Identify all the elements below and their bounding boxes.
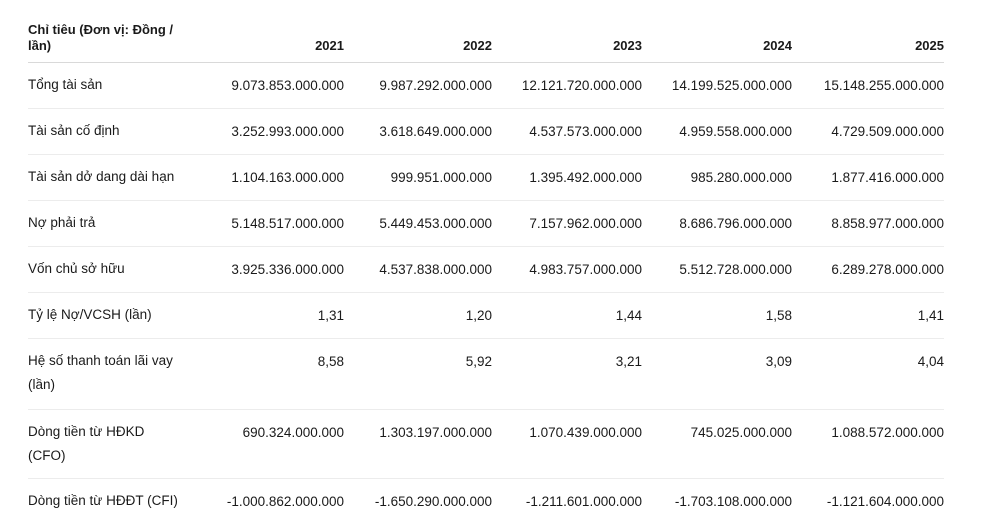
table-row: Tài sản dở dang dài hạn 1.104.163.000.00… [28,155,944,201]
row-label: Tài sản cố định [28,109,198,155]
table-cell: 5.512.728.000.000 [642,247,792,293]
table-cell: 3,09 [642,339,792,410]
row-label: Vốn chủ sở hữu [28,247,198,293]
table-row: Nợ phải trả 5.148.517.000.000 5.449.453.… [28,201,944,247]
table-cell: 4.537.573.000.000 [492,109,642,155]
table-cell: 999.951.000.000 [344,155,492,201]
table-cell: 3.925.336.000.000 [198,247,344,293]
table-cell: 985.280.000.000 [642,155,792,201]
table-cell: -1.121.604.000.000 [792,479,944,524]
table-cell: 745.025.000.000 [642,410,792,479]
table-cell: 690.324.000.000 [198,410,344,479]
financial-table-container: Chỉ tiêu (Đơn vị: Đồng / lần) 2021 2022 … [28,16,944,524]
header-year-2022: 2022 [344,16,492,63]
header-year-2025: 2025 [792,16,944,63]
table-row: Tổng tài sản 9.073.853.000.000 9.987.292… [28,63,944,109]
table-cell: 4.729.509.000.000 [792,109,944,155]
table-cell: 3.252.993.000.000 [198,109,344,155]
row-label: Nợ phải trả [28,201,198,247]
header-year-2021: 2021 [198,16,344,63]
financial-indicators-table: Chỉ tiêu (Đơn vị: Đồng / lần) 2021 2022 … [28,16,944,524]
table-row: Tỷ lệ Nợ/VCSH (lần) 1,31 1,20 1,44 1,58 … [28,293,944,339]
table-cell: 1,58 [642,293,792,339]
header-year-2024: 2024 [642,16,792,63]
table-cell: 1,31 [198,293,344,339]
table-cell: 15.148.255.000.000 [792,63,944,109]
row-label: Dòng tiền từ HĐKD (CFO) [28,410,198,479]
table-cell: 8.686.796.000.000 [642,201,792,247]
table-cell: 4,04 [792,339,944,410]
table-cell: 1.088.572.000.000 [792,410,944,479]
table-row: Vốn chủ sở hữu 3.925.336.000.000 4.537.8… [28,247,944,293]
table-row: Tài sản cố định 3.252.993.000.000 3.618.… [28,109,944,155]
table-cell: 3.618.649.000.000 [344,109,492,155]
table-cell: 5.148.517.000.000 [198,201,344,247]
table-cell: 8,58 [198,339,344,410]
table-cell: 4.983.757.000.000 [492,247,642,293]
row-label: Dòng tiền từ HĐĐT (CFI) [28,479,198,524]
table-cell: 9.073.853.000.000 [198,63,344,109]
table-cell: -1.211.601.000.000 [492,479,642,524]
table-cell: 14.199.525.000.000 [642,63,792,109]
table-cell: 12.121.720.000.000 [492,63,642,109]
table-cell: 1,41 [792,293,944,339]
table-row: Dòng tiền từ HĐKD (CFO) 690.324.000.000 … [28,410,944,479]
table-cell: 5,92 [344,339,492,410]
table-cell: 9.987.292.000.000 [344,63,492,109]
table-cell: -1.703.108.000.000 [642,479,792,524]
header-year-2023: 2023 [492,16,642,63]
table-cell: -1.650.290.000.000 [344,479,492,524]
table-cell: 4.537.838.000.000 [344,247,492,293]
table-cell: 1.395.492.000.000 [492,155,642,201]
table-cell: 1,20 [344,293,492,339]
table-cell: 6.289.278.000.000 [792,247,944,293]
table-cell: 1.070.439.000.000 [492,410,642,479]
table-cell: 7.157.962.000.000 [492,201,642,247]
table-header-row: Chỉ tiêu (Đơn vị: Đồng / lần) 2021 2022 … [28,16,944,63]
row-label: Tài sản dở dang dài hạn [28,155,198,201]
table-cell: 1,44 [492,293,642,339]
table-cell: 1.303.197.000.000 [344,410,492,479]
table-cell: 8.858.977.000.000 [792,201,944,247]
row-label: Hệ số thanh toán lãi vay (lần) [28,339,198,410]
row-label: Tỷ lệ Nợ/VCSH (lần) [28,293,198,339]
header-indicator: Chỉ tiêu (Đơn vị: Đồng / lần) [28,16,198,63]
row-label: Tổng tài sản [28,63,198,109]
table-cell: 5.449.453.000.000 [344,201,492,247]
table-row: Hệ số thanh toán lãi vay (lần) 8,58 5,92… [28,339,944,410]
table-cell: 4.959.558.000.000 [642,109,792,155]
table-cell: 1.104.163.000.000 [198,155,344,201]
table-cell: 1.877.416.000.000 [792,155,944,201]
table-cell: -1.000.862.000.000 [198,479,344,524]
table-row: Dòng tiền từ HĐĐT (CFI) -1.000.862.000.0… [28,479,944,524]
table-cell: 3,21 [492,339,642,410]
